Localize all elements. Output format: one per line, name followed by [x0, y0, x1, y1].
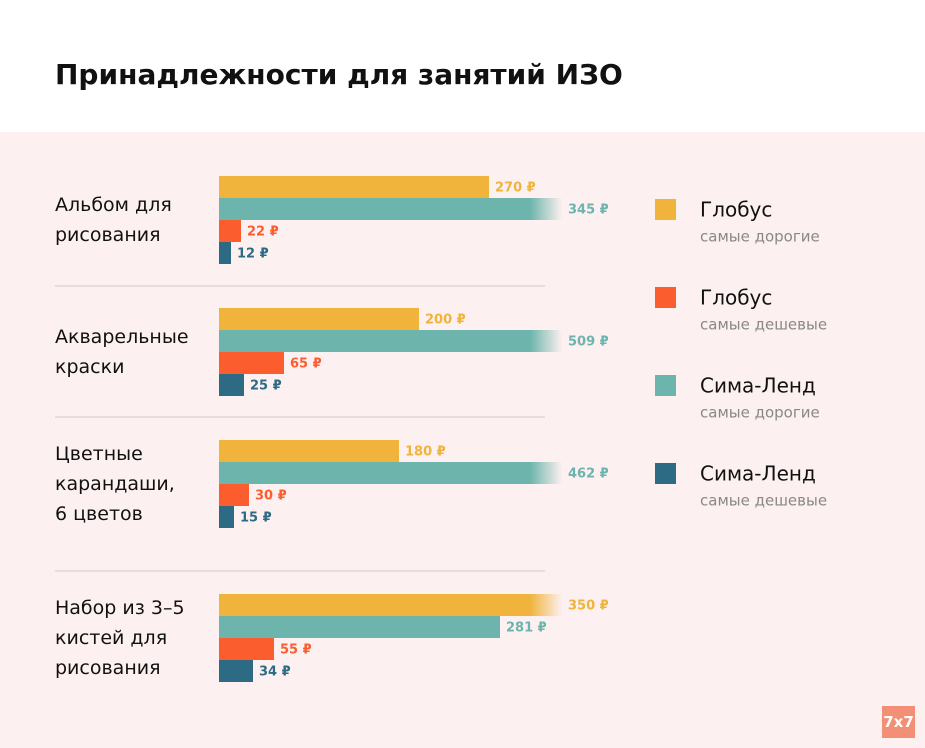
- legend-label: Сима-Ленд: [700, 374, 816, 398]
- bar: [219, 330, 728, 352]
- value-label: 25 ₽: [250, 379, 282, 394]
- bar: [219, 374, 244, 396]
- value-label: 350 ₽: [568, 599, 609, 614]
- value-label: 65 ₽: [290, 357, 322, 372]
- value-label: 30 ₽: [255, 489, 287, 504]
- bars: [219, 176, 728, 682]
- category-label: Альбом для рисования: [55, 194, 172, 246]
- value-label: 12 ₽: [237, 247, 269, 262]
- value-label: 15 ₽: [240, 511, 272, 526]
- category-label: Акварельные краски: [55, 326, 189, 378]
- value-label: 22 ₽: [247, 225, 279, 240]
- value-label: 200 ₽: [425, 313, 466, 328]
- legend-sublabel: самые дорогие: [700, 228, 820, 246]
- logo: 7x7: [882, 706, 915, 738]
- value-label: 270 ₽: [495, 181, 536, 196]
- legend-label: Глобус: [700, 286, 772, 310]
- bar: [219, 616, 500, 638]
- bar: [219, 352, 284, 374]
- legend-label: Глобус: [700, 198, 772, 222]
- legend-swatch: [655, 375, 676, 396]
- bar: [219, 660, 253, 682]
- bar: [219, 440, 399, 462]
- value-label: 55 ₽: [280, 643, 312, 658]
- bar: [219, 594, 569, 616]
- bar: [219, 198, 564, 220]
- legend-swatch: [655, 463, 676, 484]
- legend-label: Сима-Ленд: [700, 462, 816, 486]
- bar: [219, 484, 249, 506]
- value-label: 462 ₽: [568, 467, 609, 482]
- value-label: 180 ₽: [405, 445, 446, 460]
- value-label: 34 ₽: [259, 665, 291, 680]
- chart-background: [0, 132, 925, 748]
- legend-swatch: [655, 199, 676, 220]
- legend-swatch: [655, 287, 676, 308]
- chart-title: Принадлежности для занятий ИЗО: [55, 58, 623, 91]
- bar: [219, 462, 681, 484]
- value-label: 509 ₽: [568, 335, 609, 350]
- value-label: 281 ₽: [506, 621, 547, 636]
- legend-sublabel: самые дешевые: [700, 316, 827, 334]
- bar: [219, 308, 419, 330]
- bar: [219, 242, 231, 264]
- bar: [219, 638, 274, 660]
- bar: [219, 220, 241, 242]
- legend-sublabel: самые дешевые: [700, 492, 827, 510]
- value-label: 345 ₽: [568, 203, 609, 218]
- category-label: Набор из 3–5 кистей для рисования: [55, 597, 185, 679]
- legend-sublabel: самые дорогие: [700, 404, 820, 422]
- bar: [219, 506, 234, 528]
- category-label: Цветные карандаши, 6 цветов: [55, 443, 175, 525]
- bar: [219, 176, 489, 198]
